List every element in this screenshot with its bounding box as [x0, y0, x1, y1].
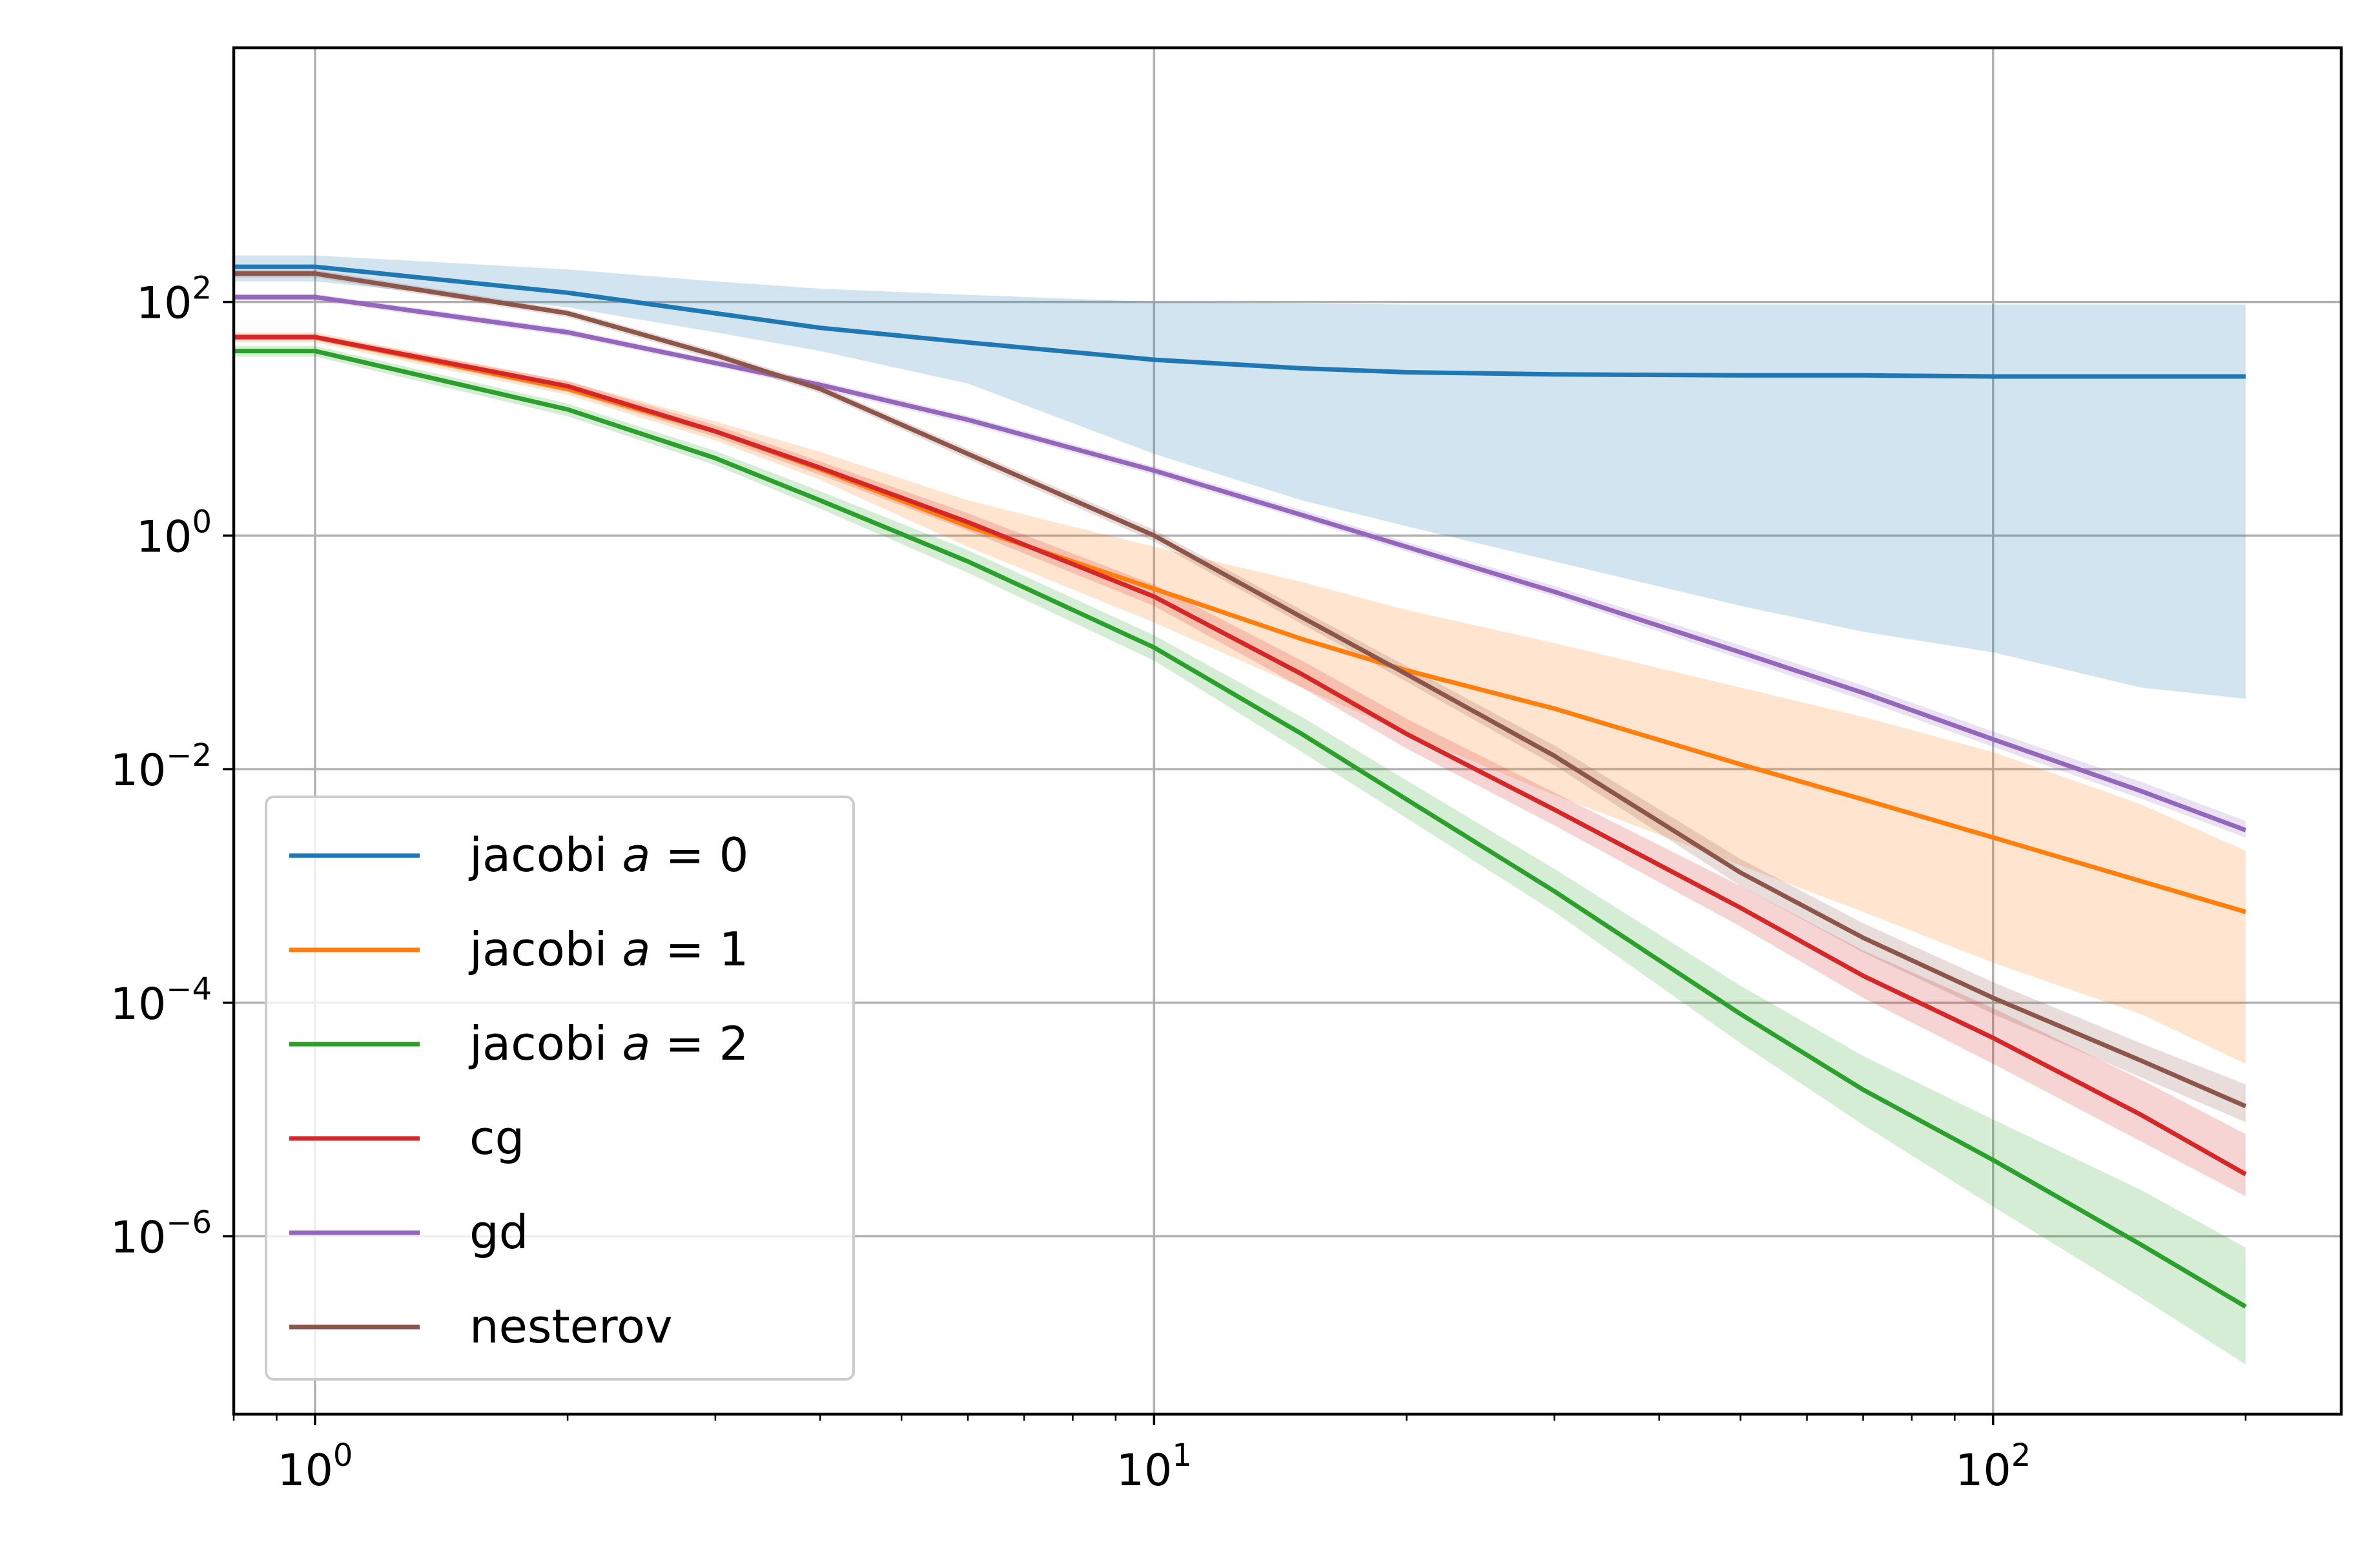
- legend-label: jacobi a = 1: [468, 922, 748, 976]
- series-line-2: [234, 349, 2247, 1309]
- confidence-bands: [234, 255, 2246, 1365]
- legend-label-text: jacobi: [468, 1016, 622, 1071]
- legend-label-equation: = 2: [650, 1016, 748, 1071]
- legend-label-text: jacobi: [468, 828, 622, 882]
- y-tick-label-base: 10: [136, 278, 192, 329]
- y-tick-label-base: 10: [136, 511, 192, 562]
- legend-label-equation: = 0: [650, 828, 748, 882]
- y-tick-label-exponent: 2: [192, 271, 212, 307]
- y-tick-label-exponent: −6: [166, 1205, 212, 1241]
- x-tick-label-base: 10: [1116, 1445, 1173, 1496]
- series-band-0: [234, 255, 2246, 699]
- y-tick-label: 102: [136, 271, 212, 329]
- series-line-5: [234, 271, 2247, 1109]
- x-tick-label: 100: [277, 1437, 353, 1496]
- legend-label: nesterov: [469, 1299, 673, 1353]
- y-tick-label: 10−2: [110, 737, 212, 796]
- legend-label-equation: = 1: [650, 922, 748, 976]
- y-tick-label: 10−6: [110, 1205, 212, 1264]
- legend-label-variable: a: [622, 922, 650, 976]
- legend-box: [265, 796, 855, 1381]
- x-tick-label-exponent: 2: [2011, 1437, 2031, 1474]
- y-tick-label-base: 10: [110, 1213, 167, 1264]
- legend-label: jacobi a = 0: [468, 828, 748, 882]
- legend-label: cg: [469, 1111, 524, 1165]
- x-tick-label-base: 10: [1955, 1445, 2011, 1496]
- x-tick-label-exponent: 0: [333, 1437, 353, 1474]
- y-tick-label-exponent: −2: [166, 737, 212, 774]
- series-line-3: [234, 334, 2247, 1177]
- x-tick-label: 102: [1955, 1437, 2031, 1496]
- x-tick-label-base: 10: [277, 1445, 333, 1496]
- x-tick-label-exponent: 1: [1172, 1437, 1192, 1474]
- legend-label-variable: a: [622, 1016, 650, 1071]
- series-lines: [234, 264, 2247, 1309]
- legend-label: gd: [469, 1205, 528, 1259]
- y-tick-label-base: 10: [110, 745, 167, 796]
- plot-frame: [232, 46, 2343, 1416]
- legend-label-variable: a: [622, 828, 650, 882]
- legend-label-text: gd: [469, 1205, 528, 1259]
- series-line-4: [234, 294, 2247, 832]
- legend-label-text: nesterov: [469, 1299, 673, 1353]
- y-tick-label: 10−4: [110, 971, 212, 1030]
- y-tick-label-exponent: 0: [192, 504, 212, 540]
- y-tick-label-exponent: −4: [166, 971, 212, 1007]
- y-tick-label-base: 10: [110, 979, 167, 1030]
- legend-label: jacobi a = 2: [468, 1016, 748, 1071]
- legend-label-text: cg: [469, 1111, 524, 1165]
- series-line-0: [234, 264, 2246, 379]
- x-tick-label: 101: [1116, 1437, 1192, 1496]
- y-tick-label: 100: [136, 504, 212, 562]
- legend-label-text: jacobi: [468, 922, 622, 976]
